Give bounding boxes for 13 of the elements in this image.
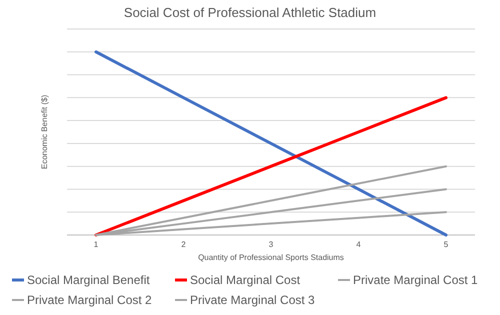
chart-title: Social Cost of Professional Athletic Stadium <box>124 5 376 20</box>
y-axis-title: Economic Benefit ($) <box>40 94 49 170</box>
legend-label: Private Marginal Cost 3 <box>190 293 316 307</box>
x-tick-label: 4 <box>356 240 362 249</box>
x-tick-label: 5 <box>444 240 449 249</box>
x-tick-label: 3 <box>268 240 274 249</box>
legend-label: Private Marginal Cost 1 <box>353 273 478 287</box>
x-axis-title: Quantity of Professional Sports Stadiums <box>198 253 344 262</box>
legend-label: Private Marginal Cost 2 <box>27 293 152 307</box>
x-tick-label: 1 <box>94 240 99 249</box>
legend-label: Social Marginal Cost <box>190 273 301 287</box>
x-tick-label: 2 <box>181 240 186 249</box>
legend-label: Social Marginal Benefit <box>27 273 150 287</box>
